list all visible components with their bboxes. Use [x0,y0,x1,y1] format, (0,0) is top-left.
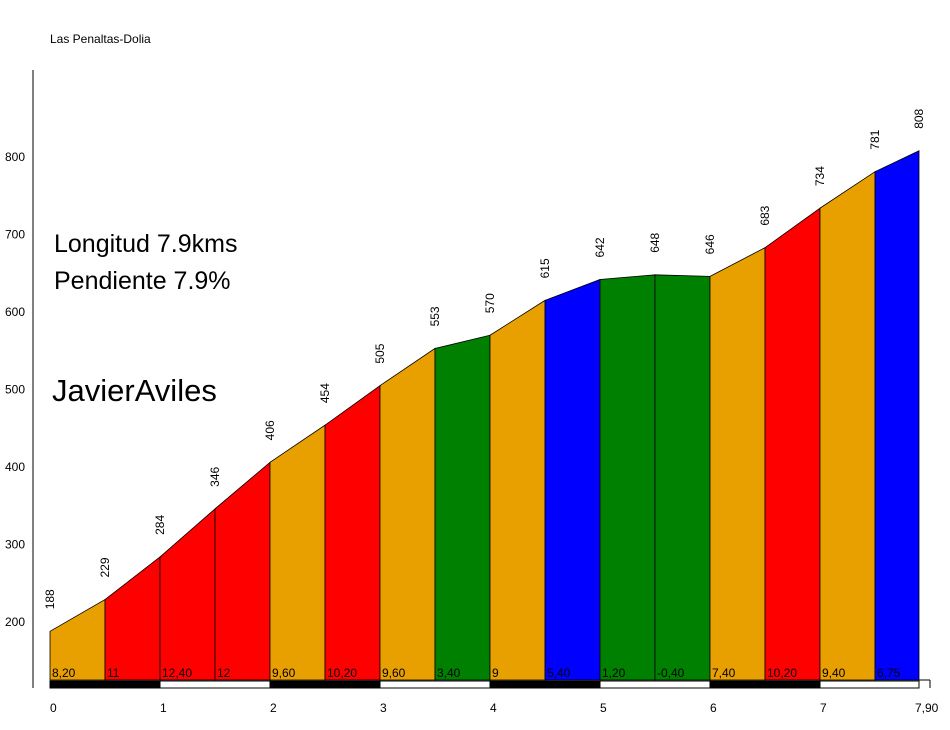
x-tick-label: 6 [710,701,717,715]
annotation-length: Longitud 7.9kms [54,230,237,258]
profile-segment [269,424,326,681]
gradient-label: 9,60 [382,666,406,680]
profile-segment [489,299,546,681]
profile-segment [709,247,766,681]
km-scale-bar [49,680,161,689]
x-tick-label: 7 [820,701,827,715]
elevation-label: 553 [428,306,442,326]
gradient-label: 6,75 [877,666,901,680]
gradient-label: 11 [107,666,120,680]
annotation-gradient: Pendiente 7.9% [54,267,231,295]
profile-segment [214,461,271,681]
gradient-label: 9 [492,666,499,680]
elevation-label: 734 [813,166,827,186]
elevation-label: 229 [98,557,112,577]
annotation-author: JavierAviles [52,373,217,408]
profile-segment [874,150,920,681]
gradient-label: 8,20 [52,666,76,680]
x-tick-label: 1 [160,701,167,715]
km-scale-bar [269,680,381,689]
gradient-label: 10,20 [767,666,797,680]
gradient-label: 7,40 [712,666,736,680]
gradient-label: 5,40 [547,666,571,680]
profile-segment [159,507,216,681]
gradient-label: 3,40 [437,666,461,680]
elevation-label: 683 [758,205,772,225]
km-scale-bar [379,680,491,689]
km-scale-bar [819,680,920,689]
gradient-label: 1,20 [602,666,626,680]
gradient-label: 12,40 [162,666,192,680]
y-tick-label: 300 [5,538,25,552]
profile-segment [599,274,656,681]
gradient-label: -0,40 [657,666,685,680]
x-tick-label: 7,90 [915,701,939,715]
x-tick-label: 2 [270,701,277,715]
chart-title: Las Penaltas-Dolia [50,32,151,46]
gradient-label: 10,20 [327,666,357,680]
profile-segment [764,207,821,681]
elevation-label: 615 [538,258,552,278]
km-scale-bar [709,680,821,689]
profile-segment [819,170,876,681]
km-scale-bar [159,680,271,689]
profile-segment [324,384,381,681]
gradient-label: 9,40 [822,666,846,680]
profile-segment [654,274,711,681]
y-tick-label: 800 [5,150,25,164]
profile-segment [104,556,161,681]
elevation-label: 454 [318,383,332,403]
gradient-label: 9,60 [272,666,296,680]
elevation-label: 188 [43,589,57,609]
y-tick-label: 400 [5,460,25,474]
x-tick-label: 3 [380,701,387,715]
y-tick-label: 700 [5,228,25,242]
elevation-label: 648 [648,232,662,252]
y-tick-label: 600 [5,305,25,319]
profile-segment [434,334,491,681]
x-tick-label: 4 [490,701,497,715]
elevation-label: 646 [703,234,717,254]
x-tick-label: 0 [50,701,57,715]
km-scale-bar [599,680,711,689]
y-tick-label: 200 [5,615,25,629]
profile-segment [379,347,436,681]
y-tick-label: 500 [5,383,25,397]
km-scale-bar [489,680,601,689]
elevation-label: 406 [263,420,277,440]
elevation-label: 781 [868,129,882,149]
gradient-label: 12 [217,666,231,680]
elevation-label: 808 [912,108,926,128]
elevation-label: 642 [593,237,607,257]
elevation-label: 346 [208,467,222,487]
elevation-label: 570 [483,293,497,313]
elevation-label: 284 [153,515,167,535]
x-tick-label: 5 [600,701,607,715]
profile-segment [544,278,601,681]
elevation-label: 505 [373,343,387,363]
